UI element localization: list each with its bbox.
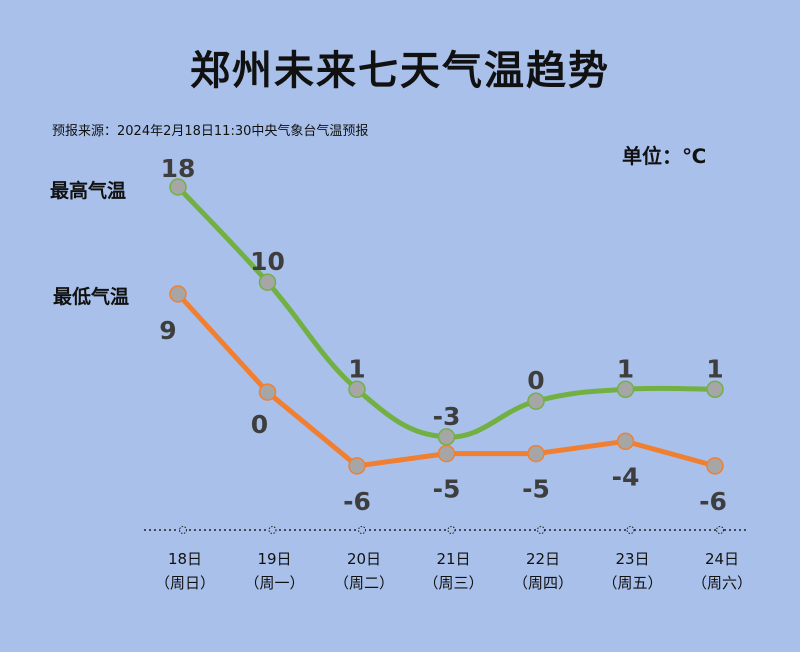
data-label: -4: [612, 462, 640, 491]
legend-high-temp: 最高气温: [50, 180, 127, 202]
forecast-source: 预报来源：2024年2月18日11:30中央气象台气温预报: [52, 124, 369, 139]
x-axis-tick: [626, 526, 635, 534]
data-label: 0: [527, 366, 544, 395]
data-point: [616, 380, 635, 399]
x-tick-label: 18日: [168, 550, 202, 568]
data-point: [258, 273, 277, 291]
data-point: [258, 383, 277, 401]
data-label: 18: [161, 154, 196, 183]
data-point: [437, 444, 456, 463]
data-point: [616, 432, 635, 451]
x-tick-weekday: （周一）: [244, 574, 304, 592]
x-tick-weekday: （周六）: [692, 574, 752, 592]
data-point: [169, 285, 187, 303]
data-point: [348, 457, 366, 475]
chart-title: 郑州未来七天气温趋势: [190, 48, 610, 94]
x-tick-label: 21日: [436, 550, 470, 568]
legend-low-temp: 最低气温: [53, 286, 130, 308]
series-line-0: [175, 184, 718, 440]
data-label: -3: [433, 402, 461, 431]
x-axis-tick: [537, 526, 545, 534]
x-tick-label: 22日: [526, 550, 560, 568]
x-tick-label: 19日: [257, 550, 291, 568]
data-point: [527, 444, 545, 463]
data-point: [706, 380, 724, 399]
x-tick-weekday: （周三）: [423, 574, 483, 592]
x-axis-tick: [268, 526, 277, 534]
data-label: -6: [699, 487, 727, 516]
data-point: [437, 428, 456, 446]
data-point: [348, 380, 366, 399]
data-label: -6: [343, 487, 371, 516]
data-point: [706, 457, 724, 475]
x-tick-label: 20日: [347, 550, 381, 568]
data-label: -5: [433, 475, 461, 504]
x-tick-weekday: （周四）: [513, 574, 573, 592]
x-tick-weekday: （周日）: [155, 574, 215, 592]
data-label: 10: [250, 247, 285, 276]
x-tick-weekday: （周二）: [334, 574, 394, 592]
data-label: -5: [522, 475, 550, 504]
x-axis-tick: [358, 526, 366, 534]
x-tick-label: 23日: [615, 550, 649, 568]
x-axis-tick: [179, 526, 187, 534]
data-label: 0: [251, 410, 268, 439]
data-label: 1: [348, 354, 365, 383]
unit-label: 单位：℃: [622, 144, 707, 168]
data-point: [169, 178, 187, 196]
x-tick-weekday: （周五）: [602, 574, 662, 592]
data-label: 1: [617, 354, 634, 383]
data-point: [527, 392, 545, 410]
data-label: 1: [706, 354, 723, 383]
x-tick-label: 24日: [705, 550, 739, 568]
data-label: 9: [159, 316, 176, 345]
x-axis-tick: [447, 526, 456, 534]
x-axis-tick: [716, 526, 724, 534]
